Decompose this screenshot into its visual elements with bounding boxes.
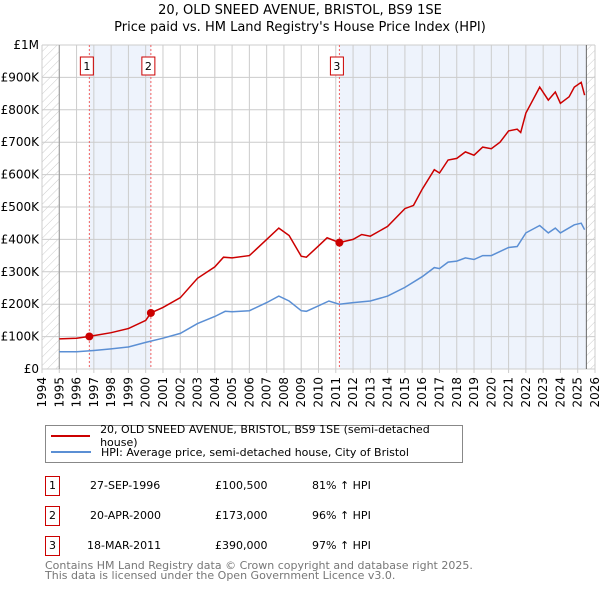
x-tick-label: 2019 bbox=[467, 377, 481, 408]
x-tick-label: 2006 bbox=[242, 377, 256, 408]
sale-marker-box bbox=[329, 56, 344, 76]
x-tick-label: 2021 bbox=[502, 377, 516, 408]
x-tick-label: 2015 bbox=[398, 377, 412, 408]
x-tick-label: 2025 bbox=[571, 377, 585, 408]
y-tick-label: £200K bbox=[1, 297, 41, 311]
sale-number: 2 bbox=[45, 506, 60, 526]
x-tick-label: 2009 bbox=[294, 377, 308, 408]
legend-label-property: 20, OLD SNEED AVENUE, BRISTOL, BS9 1SE (… bbox=[100, 423, 430, 449]
x-tick-label: 2000 bbox=[139, 377, 153, 408]
chart-title: 20, OLD SNEED AVENUE, BRISTOL, BS9 1SE bbox=[158, 3, 442, 18]
sale-price: £100,500 bbox=[215, 479, 268, 492]
footer: Contains HM Land Registry data © Crown c… bbox=[45, 559, 473, 582]
sale-marker-label: 1 bbox=[83, 60, 90, 73]
x-tick-label: 2001 bbox=[156, 377, 170, 408]
sale-hpi: 96% ↑ HPI bbox=[312, 509, 371, 522]
sale-point bbox=[335, 238, 344, 247]
y-tick-label: £700K bbox=[1, 135, 41, 149]
x-tick-label: 1999 bbox=[121, 377, 135, 408]
sale-point bbox=[85, 332, 94, 341]
sale-row: 3 18-MAR-2011 £390,000 97% ↑ HPI bbox=[45, 536, 465, 556]
sale-date: 27-SEP-1996 bbox=[90, 479, 161, 492]
sale-price: £173,000 bbox=[215, 509, 268, 522]
price-chart: 1994 1995 1996 1997 1998 1999 2000 2001 2002 2003… bbox=[1, 38, 600, 408]
x-tick-label: 2011 bbox=[329, 377, 343, 408]
legend: 20, OLD SNEED AVENUE, BRISTOL, BS9 1SE (… bbox=[45, 423, 463, 463]
property-price-line bbox=[59, 81, 586, 340]
legend-label-hpi: HPI: Average price, semi-detached house,… bbox=[101, 445, 409, 459]
sale-number: 1 bbox=[45, 476, 60, 496]
x-tick-label: 2004 bbox=[208, 377, 222, 408]
sale-marker-label: 2 bbox=[145, 60, 152, 73]
x-tick-label: 2018 bbox=[450, 377, 464, 408]
x-tick-label: 2002 bbox=[173, 377, 187, 408]
x-tick-label: 2013 bbox=[363, 377, 377, 408]
x-tick-label: 2003 bbox=[191, 377, 205, 408]
y-tick-label: £900K bbox=[1, 70, 41, 84]
y-tick-label: £800K bbox=[1, 103, 41, 117]
x-tick-label: 2023 bbox=[536, 377, 550, 408]
x-tick-label: 1997 bbox=[87, 377, 101, 408]
x-tick-label: 2014 bbox=[381, 377, 395, 408]
y-tick-label: £300K bbox=[1, 265, 41, 279]
x-tick-label: 2007 bbox=[260, 377, 274, 408]
y-tick-label: £100K bbox=[1, 330, 41, 344]
x-tick-label: 1998 bbox=[104, 377, 118, 408]
y-tick-label: £400K bbox=[1, 232, 41, 246]
x-tick-label: 2016 bbox=[415, 377, 429, 408]
y-tick-label: £1M bbox=[13, 38, 39, 52]
legend-swatch-property bbox=[51, 435, 91, 437]
x-tick-label: 1995 bbox=[52, 377, 66, 408]
sale-marker-box bbox=[141, 56, 156, 76]
x-tick-label: 2024 bbox=[553, 377, 567, 408]
sale-row: 2 20-APR-2000 £173,000 96% ↑ HPI bbox=[45, 506, 465, 526]
sale-point bbox=[146, 308, 155, 317]
chart-subtitle: Price paid vs. HM Land Registry's House … bbox=[114, 20, 486, 35]
x-tick-label: 2022 bbox=[519, 377, 533, 408]
sale-marker-label: 3 bbox=[333, 60, 340, 73]
x-tick-label: 2026 bbox=[588, 377, 600, 408]
sale-row: 1 27-SEP-1996 £100,500 81% ↑ HPI bbox=[45, 476, 465, 496]
y-tick-label: £500K bbox=[1, 200, 41, 214]
x-tick-label: 2010 bbox=[312, 377, 326, 408]
sale-number: 3 bbox=[45, 536, 60, 556]
sale-date: 18-MAR-2011 bbox=[87, 539, 162, 552]
x-tick-label: 2017 bbox=[432, 377, 446, 408]
x-tick-label: 1994 bbox=[35, 377, 49, 408]
sale-hpi: 81% ↑ HPI bbox=[312, 479, 371, 492]
y-tick-label: £600K bbox=[1, 168, 41, 182]
y-tick-label: £0 bbox=[24, 362, 39, 376]
sale-hpi: 97% ↑ HPI bbox=[312, 539, 371, 552]
x-tick-label: 2012 bbox=[346, 377, 360, 408]
x-tick-label: 1996 bbox=[70, 377, 84, 408]
sale-date: 20-APR-2000 bbox=[90, 509, 162, 522]
legend-swatch-hpi bbox=[51, 451, 91, 453]
x-tick-label: 2005 bbox=[225, 377, 239, 408]
x-tick-label: 2020 bbox=[484, 377, 498, 408]
x-tick-label: 2008 bbox=[277, 377, 291, 408]
hpi-line bbox=[59, 222, 586, 353]
sale-marker-box bbox=[79, 56, 94, 76]
sale-price: £390,000 bbox=[215, 539, 268, 552]
